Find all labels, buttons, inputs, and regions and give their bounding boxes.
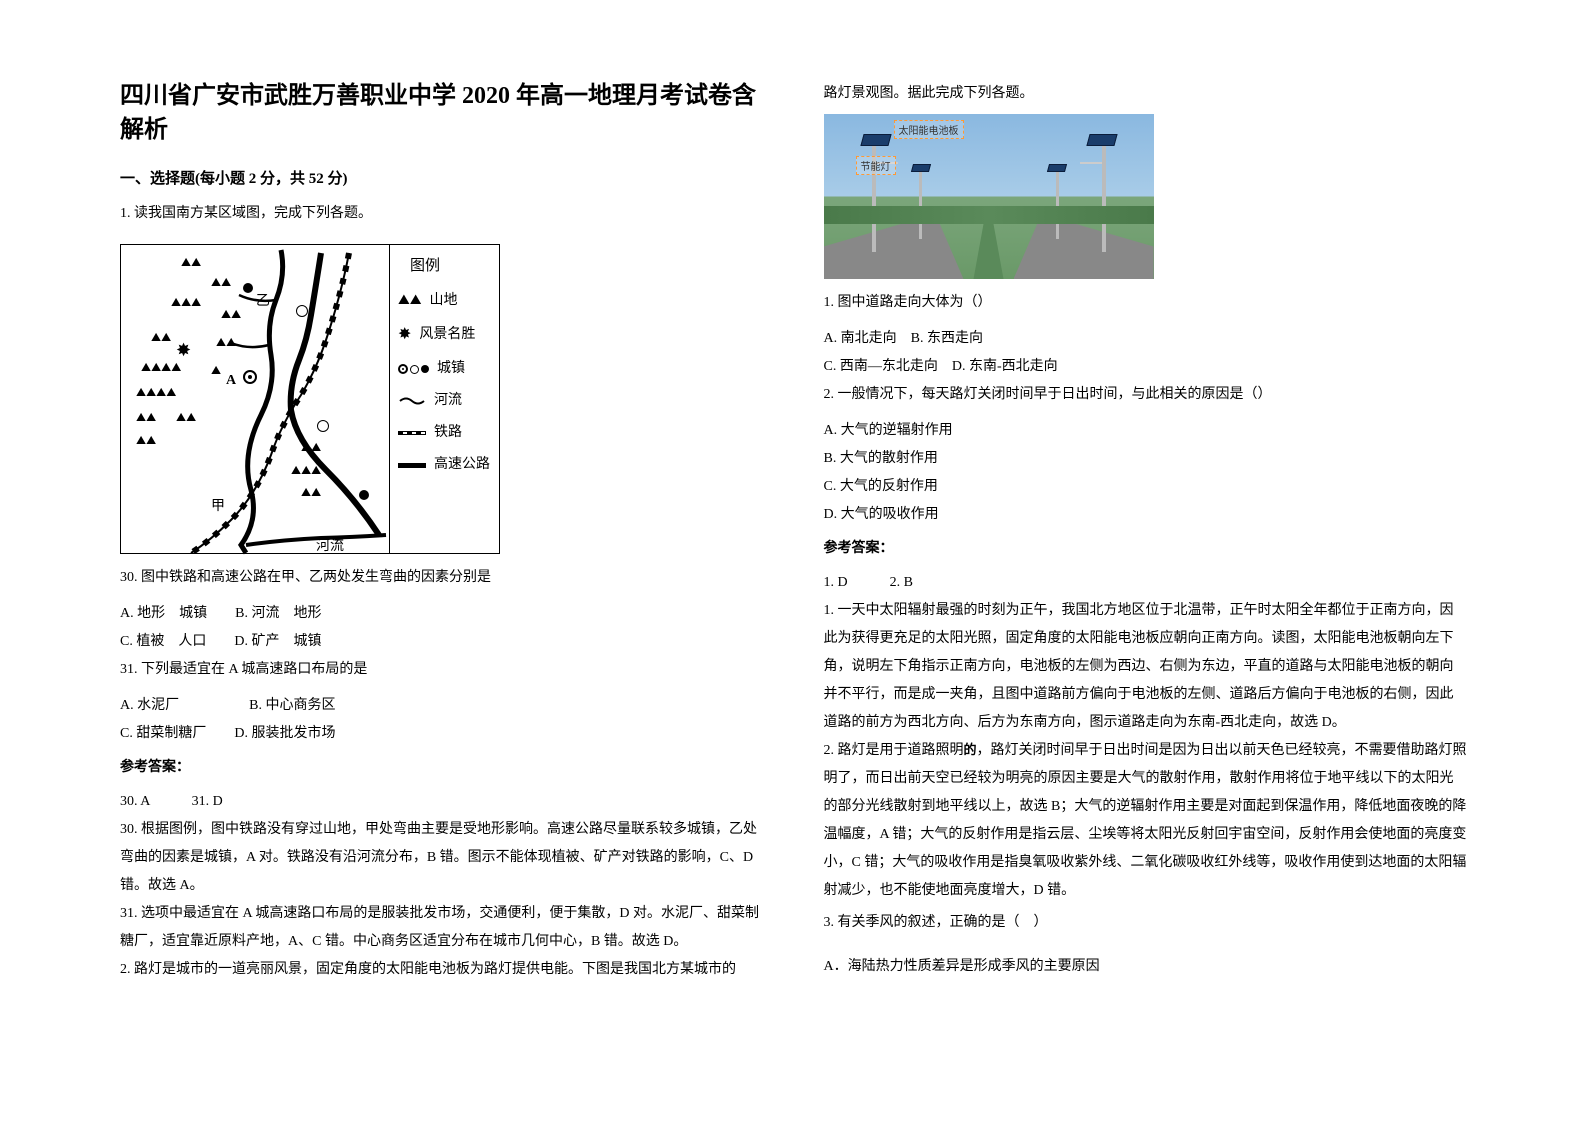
right-column: 路灯景观图。据此完成下列各题。 太阳能电池板 节能灯 1. 图中道路走向大体为（… — [824, 80, 1468, 1042]
sub-q2-option-d: D. 大气的吸收作用 — [824, 501, 1468, 529]
photo-label-panel: 太阳能电池板 — [894, 120, 964, 139]
legend-highway: 高速公路 — [398, 451, 491, 479]
photo-label-lamp: 节能灯 — [856, 156, 896, 175]
solar-panel-icon — [860, 134, 891, 146]
sub-q2-text: 2. 一般情况下，每天路灯关闭时间早于日出时间，与此相关的原因是（） — [824, 381, 1468, 409]
legend-mountain: ⛰⛰ 山地 — [398, 287, 491, 315]
town-icons — [398, 364, 429, 374]
q3-option-a: A．海陆热力性质差异是形成季风的主要原因 — [824, 953, 1468, 981]
map-label-jia: 甲 — [211, 495, 225, 515]
mountain-icon: ⛰⛰ — [221, 307, 241, 322]
explanation-30: 30. 根据图例，图中铁路没有穿过山地，甲处弯曲主要是受地形影响。高速公路尽量联… — [120, 816, 764, 900]
mountain-icon: ⛰⛰⛰ — [291, 463, 321, 478]
exam-title: 四川省广安市武胜万善职业中学 2020 年高一地理月考试卷含解析 — [120, 80, 764, 147]
sub-q1-options-ab: A. 南北走向 B. 东西走向 — [824, 325, 1468, 353]
lamp-pole — [1056, 169, 1059, 239]
q2-continuation: 路灯景观图。据此完成下列各题。 — [824, 80, 1468, 108]
mountain-icon: ⛰⛰ — [136, 433, 156, 448]
mountain-icon: ⛰⛰ — [136, 410, 156, 425]
map-label-river: 河流 — [316, 535, 344, 555]
legend-mountain-label: 山地 — [430, 287, 458, 315]
q1-intro: 1. 读我国南方某区域图，完成下列各题。 — [120, 200, 764, 228]
sub-q1-text: 1. 图中道路走向大体为（） — [824, 289, 1468, 317]
explanation-sub2: 2. 路灯是用于道路照明的，路灯关闭时间早于日出时间是因为日出以前天色已经较亮，… — [824, 737, 1468, 905]
legend-river-label: 河流 — [434, 387, 462, 415]
section-1-header: 一、选择题(每小题 2 分，共 52 分) — [120, 167, 764, 188]
left-column: 四川省广安市武胜万善职业中学 2020 年高一地理月考试卷含解析 一、选择题(每… — [120, 80, 764, 1042]
legend-railway: 铁路 — [398, 419, 491, 447]
highway-icon — [398, 463, 426, 468]
mountain-icon: ⛰⛰ — [211, 275, 231, 290]
mountain-icon: ⛰⛰⛰⛰ — [136, 385, 176, 400]
mountain-icon: ⛰⛰ — [301, 440, 321, 455]
sub-q2-option-b: B. 大气的散射作用 — [824, 445, 1468, 473]
answer-label-1: 参考答案： — [120, 754, 764, 782]
answer-line-2: 1. D 2. B — [824, 569, 1468, 597]
map-legend: 图例 ⛰⛰ 山地 ✸ 风景名胜 城镇 河流 — [389, 245, 499, 553]
scenic-icon: ✸ — [176, 340, 191, 361]
exp2-post: ，路灯关闭时间早于日出时间是因为日出以前天色已经较亮，不需要借助路灯照明了，而日… — [824, 743, 1467, 898]
legend-river: 河流 — [398, 387, 491, 415]
sub-q2-option-a: A. 大气的逆辐射作用 — [824, 417, 1468, 445]
q30-options-cd: C. 植被 人口 D. 矿产 城镇 — [120, 628, 764, 656]
legend-title: 图例 — [398, 251, 491, 281]
q31-options-ab: A. 水泥厂 B. 中心商务区 — [120, 692, 764, 720]
mountain-icon: ⛰ — [211, 363, 221, 378]
exp2-de: 的 — [964, 742, 977, 757]
solar-panel-icon — [1086, 134, 1117, 146]
scenic-icon: ✸ — [398, 319, 411, 351]
lamp-pole — [1102, 142, 1106, 252]
legend-scenic: ✸ 风景名胜 — [398, 319, 491, 351]
legend-highway-label: 高速公路 — [434, 451, 490, 479]
mountain-icon: ⛰⛰ — [151, 330, 171, 345]
trees — [824, 206, 1154, 224]
q30-text: 30. 图中铁路和高速公路在甲、乙两处发生弯曲的因素分别是 — [120, 564, 764, 592]
explanation-sub1: 1. 一天中太阳辐射最强的时刻为正午，我国北方地区位于北温带，正午时太阳全年都位… — [824, 597, 1468, 737]
map-body: ⛰⛰ ⛰⛰ ⛰⛰⛰ ⛰⛰ ⛰⛰ ⛰⛰ ⛰⛰⛰⛰ ⛰ ⛰⛰⛰⛰ ⛰⛰ ⛰⛰ ⛰⛰ … — [121, 245, 391, 553]
map-label-a: A — [226, 373, 236, 389]
mountain-icon: ⛰⛰ — [398, 287, 422, 315]
q3-text: 3. 有关季风的叙述，正确的是（ ） — [824, 909, 1468, 937]
mountain-icon: ⛰⛰⛰ — [171, 295, 201, 310]
legend-railway-label: 铁路 — [434, 419, 462, 447]
mountain-icon: ⛰⛰ — [216, 335, 236, 350]
solar-panel-icon — [910, 164, 930, 172]
mountain-icon: ⛰⛰⛰⛰ — [141, 360, 181, 375]
answer-label-2: 参考答案： — [824, 535, 1468, 563]
legend-town: 城镇 — [398, 355, 491, 383]
streetlight-photo: 太阳能电池板 节能灯 — [824, 114, 1154, 279]
map-label-yi: 乙 — [256, 290, 270, 310]
explanation-31: 31. 选项中最适宜在 A 城高速路口布局的是服装批发市场，交通便利，便于集散，… — [120, 900, 764, 956]
mountain-icon: ⛰⛰ — [176, 410, 196, 425]
sub-q2-option-c: C. 大气的反射作用 — [824, 473, 1468, 501]
lamp-pole — [919, 169, 922, 239]
lamp-arm — [1080, 162, 1102, 164]
river-icon — [398, 395, 426, 407]
legend-town-label: 城镇 — [437, 355, 465, 383]
mountain-icon: ⛰⛰ — [301, 485, 321, 500]
q30-options-ab: A. 地形 城镇 B. 河流 地形 — [120, 600, 764, 628]
solar-panel-icon — [1046, 164, 1066, 172]
exp2-pre: 2. 路灯是用于道路照明 — [824, 743, 964, 758]
region-map: ⛰⛰ ⛰⛰ ⛰⛰⛰ ⛰⛰ ⛰⛰ ⛰⛰ ⛰⛰⛰⛰ ⛰ ⛰⛰⛰⛰ ⛰⛰ ⛰⛰ ⛰⛰ … — [120, 244, 500, 554]
sub-q1-options-cd: C. 西南—东北走向 D. 东南-西北走向 — [824, 353, 1468, 381]
answer-line-1: 30. A 31. D — [120, 788, 764, 816]
railway-icon — [398, 431, 426, 435]
median — [964, 224, 1014, 279]
mountain-icon: ⛰⛰ — [181, 255, 201, 270]
q31-text: 31. 下列最适宜在 A 城高速路口布局的是 — [120, 656, 764, 684]
q31-options-cd: C. 甜菜制糖厂 D. 服装批发市场 — [120, 720, 764, 748]
q2-intro: 2. 路灯是城市的一道亮丽风景，固定角度的太阳能电池板为路灯提供电能。下图是我国… — [120, 956, 764, 984]
legend-scenic-label: 风景名胜 — [419, 321, 475, 349]
